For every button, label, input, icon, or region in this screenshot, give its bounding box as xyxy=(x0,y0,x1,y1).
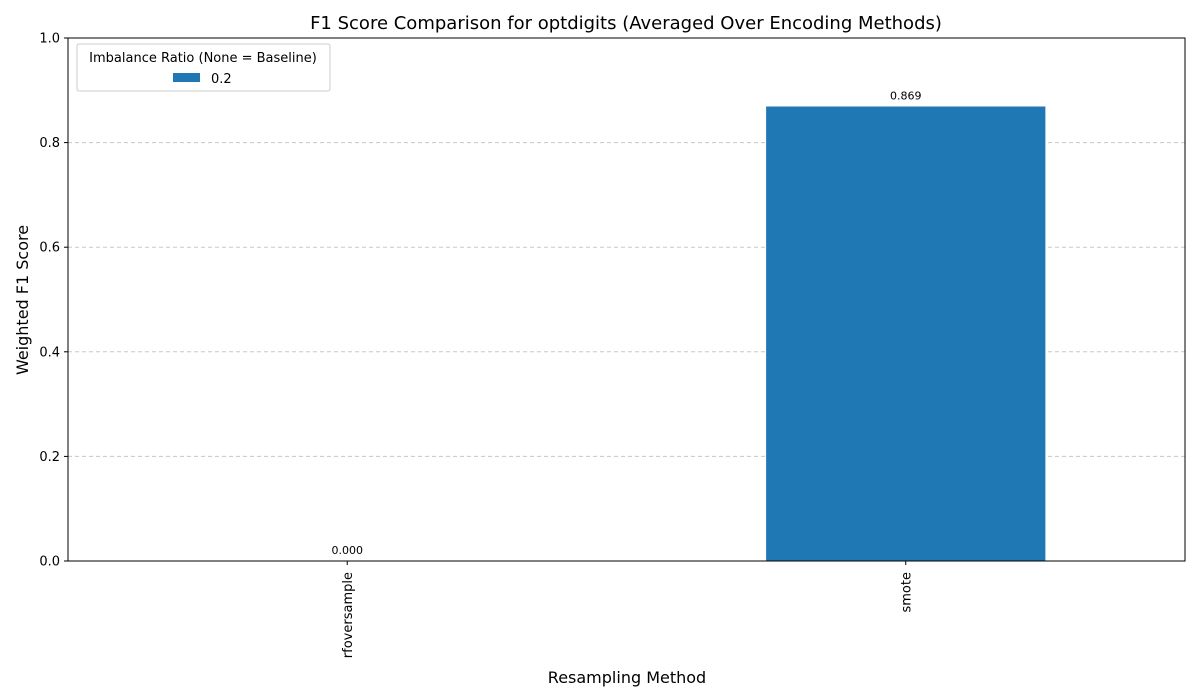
y-tick-label: 0.4 xyxy=(39,345,60,360)
y-tick-label: 0.2 xyxy=(39,450,60,465)
legend: Imbalance Ratio (None = Baseline) 0.2 xyxy=(76,43,331,92)
y-tick-label: 0.8 xyxy=(39,136,60,151)
bars xyxy=(766,106,1046,561)
legend-box xyxy=(76,43,331,92)
bar-value-labels: 0.000 0.869 xyxy=(332,90,922,557)
legend-entry-label: 0.2 xyxy=(211,72,232,87)
plot-frame xyxy=(67,37,1186,562)
x-axis-ticks: rfoversample smote xyxy=(341,561,914,658)
y-tick-label: 1.0 xyxy=(39,32,60,47)
y-axis-label: Weighted F1 Score xyxy=(13,225,32,375)
bar-value-label: 0.869 xyxy=(890,90,922,103)
legend-swatch xyxy=(173,73,200,82)
y-tick-label: 0.0 xyxy=(39,555,60,570)
x-axis-label: Resampling Method xyxy=(548,668,706,687)
y-axis-ticks: 0.0 0.2 0.4 0.6 0.8 1.0 xyxy=(39,32,68,570)
chart-title: F1 Score Comparison for optdigits (Avera… xyxy=(310,13,942,34)
x-tick-label: smote xyxy=(899,572,914,613)
x-tick-label: rfoversample xyxy=(341,572,356,658)
y-tick-label: 0.6 xyxy=(39,241,60,256)
bar-smote xyxy=(766,106,1046,561)
legend-title: Imbalance Ratio (None = Baseline) xyxy=(89,51,317,66)
bar-value-label: 0.000 xyxy=(332,544,364,557)
